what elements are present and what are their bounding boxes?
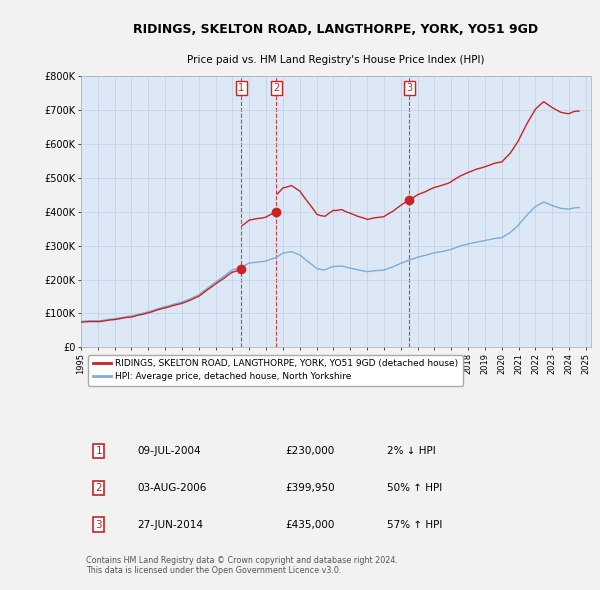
Text: 2% ↓ HPI: 2% ↓ HPI: [387, 446, 436, 456]
Text: 3: 3: [95, 520, 102, 530]
Text: RIDINGS, SKELTON ROAD, LANGTHORPE, YORK, YO51 9GD: RIDINGS, SKELTON ROAD, LANGTHORPE, YORK,…: [133, 23, 539, 36]
Text: 09-JUL-2004: 09-JUL-2004: [137, 446, 201, 456]
Text: £399,950: £399,950: [285, 483, 335, 493]
Text: 1: 1: [95, 446, 102, 456]
Text: 1: 1: [238, 83, 244, 93]
Text: £230,000: £230,000: [285, 446, 334, 456]
Text: 03-AUG-2006: 03-AUG-2006: [137, 483, 206, 493]
Text: 3: 3: [406, 83, 412, 93]
Text: 2: 2: [95, 483, 102, 493]
Text: 2: 2: [273, 83, 279, 93]
Legend: RIDINGS, SKELTON ROAD, LANGTHORPE, YORK, YO51 9GD (detached house), HPI: Average: RIDINGS, SKELTON ROAD, LANGTHORPE, YORK,…: [88, 355, 463, 385]
Text: Contains HM Land Registry data © Crown copyright and database right 2024.
This d: Contains HM Land Registry data © Crown c…: [86, 556, 398, 575]
Text: £435,000: £435,000: [285, 520, 334, 530]
Text: 27-JUN-2014: 27-JUN-2014: [137, 520, 203, 530]
Text: 57% ↑ HPI: 57% ↑ HPI: [387, 520, 442, 530]
Text: 50% ↑ HPI: 50% ↑ HPI: [387, 483, 442, 493]
Text: Price paid vs. HM Land Registry's House Price Index (HPI): Price paid vs. HM Land Registry's House …: [187, 55, 485, 65]
